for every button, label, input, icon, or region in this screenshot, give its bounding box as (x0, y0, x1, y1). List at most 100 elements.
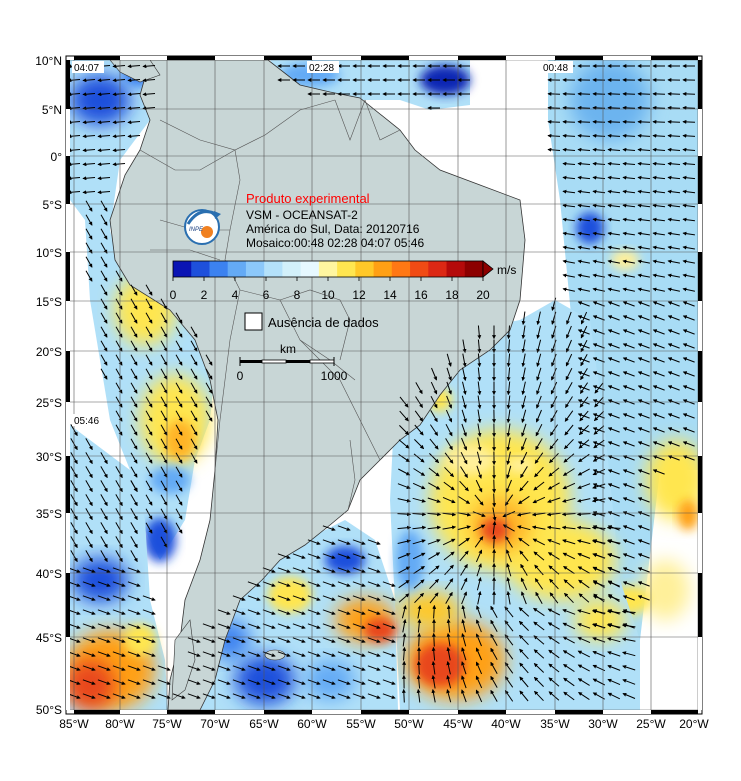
wind-arrow (547, 482, 560, 490)
wind-arrow (506, 451, 511, 465)
wind-arrow (397, 498, 411, 503)
wind-arrow (112, 679, 126, 685)
wind-arrow (413, 453, 425, 463)
wind-arrow (322, 581, 336, 587)
colorbar-segment (173, 261, 192, 277)
frame-segment (698, 60, 702, 109)
wind-arrow (85, 256, 93, 268)
wind-arrow (521, 353, 526, 368)
wind-arrow (476, 577, 482, 591)
wind-arrow (667, 161, 681, 166)
wind-arrow (505, 535, 513, 548)
wind-arrow (607, 497, 620, 503)
wind-arrow (564, 410, 574, 422)
wind-arrow (607, 566, 621, 573)
wind-arrow (593, 411, 604, 422)
wind-arrow (307, 651, 321, 657)
wind-arrow (142, 623, 156, 629)
wind-arrow (667, 455, 680, 461)
wind-arrow (100, 494, 108, 507)
wind-arrow (382, 679, 396, 685)
wind-arrow (277, 553, 291, 559)
wind-arrow (307, 553, 321, 559)
wind-arrow (442, 512, 457, 517)
wind-arrow (548, 635, 560, 645)
wind-arrow (97, 693, 111, 699)
wind-arrow (561, 512, 576, 517)
wind-arrow (682, 385, 695, 391)
wind-arrow (85, 536, 93, 549)
wind-arrow (637, 483, 650, 489)
wind-arrow (413, 579, 425, 589)
wind-arrow (217, 637, 231, 643)
lat-label: 25°S (36, 396, 62, 410)
wind-arrow (145, 452, 153, 464)
wind-arrow (667, 385, 680, 391)
wind-arrow (475, 675, 483, 689)
wind-arrow (232, 637, 246, 643)
colorbar-segment (391, 261, 411, 277)
wind-arrow (580, 368, 588, 381)
wind-arrow (399, 425, 410, 436)
wind-arrow (145, 284, 153, 296)
wind-arrow (97, 679, 111, 685)
wind-arrow (262, 665, 276, 671)
wind-arrow (622, 301, 635, 307)
wind-arrow (112, 148, 126, 153)
wind-arrow (429, 592, 439, 604)
frame-segment (312, 56, 361, 60)
wind-arrow (142, 78, 156, 83)
wind-arrow (414, 424, 424, 436)
wind-arrow (563, 453, 575, 463)
swath-central (390, 300, 640, 710)
wind-arrow (337, 581, 351, 587)
wind-arrow (577, 483, 591, 489)
wind-arrow (130, 424, 138, 436)
frame-segment (506, 710, 555, 714)
wind-arrow (115, 298, 123, 310)
wind-arrow (217, 665, 231, 671)
wind-arrow (100, 284, 108, 296)
scale-bar: km 0 1000 (237, 342, 348, 383)
wind-arrow (682, 427, 695, 433)
wind-arrow (472, 524, 486, 532)
wind-arrow (682, 189, 696, 194)
legend-line-mosaic: Mosaico:00:48 02:28 04:07 05:46 (246, 236, 424, 250)
wind-arrow (175, 438, 183, 450)
wind-arrow (637, 175, 651, 180)
lon-label: 80°W (105, 717, 135, 731)
wind-arrow (85, 228, 93, 240)
wind-arrow (160, 452, 168, 464)
wind-arrow (145, 424, 153, 436)
wind-arrow (97, 637, 111, 643)
wind-arrow (427, 525, 442, 530)
wind-arrow (535, 438, 543, 451)
wind-arrow (145, 438, 153, 450)
wind-arrow (247, 637, 261, 643)
wind-arrow (682, 259, 695, 264)
wind-arrow (477, 381, 482, 396)
wind-arrow (202, 679, 216, 685)
wind-arrow (562, 245, 575, 250)
colorbar-tick-label: 0 (170, 288, 177, 302)
wind-arrow (607, 189, 621, 194)
wind-arrow (413, 468, 426, 476)
wind-arrow (82, 623, 96, 629)
wind-arrow (607, 287, 620, 292)
lon-label: 35°W (540, 717, 570, 731)
wind-arrow (549, 438, 559, 450)
wind-arrow (652, 119, 666, 124)
wind-arrow (562, 468, 575, 476)
wind-arrow (562, 539, 576, 545)
wind-arrow (562, 217, 575, 222)
wind-arrow (461, 633, 467, 647)
wind-arrow (145, 382, 153, 394)
wind-arrow (202, 651, 216, 657)
wind-arrow (367, 623, 381, 629)
wind-arrow (100, 452, 108, 465)
frame-segment (555, 710, 603, 714)
wind-arrow (205, 382, 213, 394)
wind-arrow (550, 381, 558, 395)
wind-arrow (115, 536, 123, 549)
wind-arrow (548, 663, 560, 673)
